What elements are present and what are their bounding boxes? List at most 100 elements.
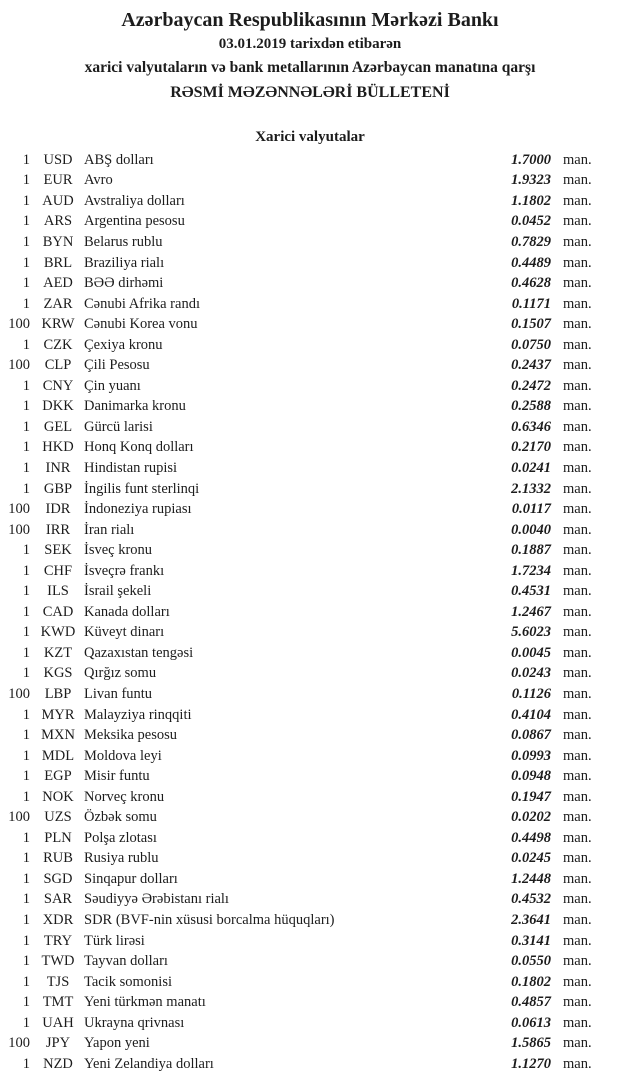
currency-name: Gürcü larisi [84,418,153,435]
unit-label: man. [563,829,592,846]
currency-row-xdr: 1 XDR SDR (BVF-nin xüsusi borcalma hüquqla… [0,910,620,931]
currency-name: Belarus rublu [84,233,163,250]
unit-label: man. [563,809,592,826]
currency-quantity: 1 [22,295,30,312]
currency-code: KWD [40,624,76,641]
currency-rate: 1.2467 [511,603,551,620]
currency-name: Özbək somu [84,809,157,826]
unit-label: man. [563,665,592,682]
bulletin-header: Azərbaycan Respublikasının Mərkəzi Bankı… [0,0,620,105]
currency-name: Rusiya rublu [84,850,159,867]
currency-rate: 0.3141 [511,932,551,949]
currency-code: NOK [42,788,74,805]
currency-row-clp: 100 CLP Çili Pesosu 0.2437 man. [0,355,620,376]
currency-rate: 0.2588 [511,398,551,415]
currency-name: İsveçrə frankı [84,562,165,579]
unit-label: man. [563,1035,592,1052]
currency-quantity: 1 [22,747,30,764]
currency-code: SAR [43,891,73,908]
currency-code: DKK [42,398,74,415]
currency-quantity: 1 [22,829,30,846]
currency-quantity: 100 [8,809,30,826]
currency-row-zar: 1 ZAR Cənubi Afrika randı 0.1171 man. [0,294,620,315]
currency-code: LBP [44,685,72,702]
currency-name: Yeni türkmən manatı [84,994,206,1011]
unit-label: man. [563,994,592,1011]
currency-name: Küveyt dinarı [84,624,165,641]
currency-quantity: 1 [22,233,30,250]
currency-row-cad: 1 CAD Kanada dolları 1.2467 man. [0,602,620,623]
currency-row-nzd: 1 NZD Yeni Zelandiya dolları 1.1270 man. [0,1054,620,1073]
currency-rate: 1.7234 [511,562,551,579]
currency-code: GBP [43,480,73,497]
currency-quantity: 1 [22,665,30,682]
currency-rate: 0.0117 [511,501,551,518]
currency-quantity: 1 [22,603,30,620]
currency-rate: 1.2448 [511,870,551,887]
currency-quantity: 1 [22,912,30,928]
currency-rate: 0.4532 [511,891,551,908]
currency-row-sgd: 1 SGD Sinqapur dolları 1.2448 man. [0,869,620,890]
currency-quantity: 1 [22,480,30,497]
unit-label: man. [563,685,592,702]
currency-quantity: 1 [22,788,30,805]
currency-rate: 0.0040 [511,521,551,538]
currency-quantity: 1 [22,727,30,744]
currency-row-czk: 1 CZK Çexiya kronu 0.0750 man. [0,335,620,356]
currency-name: Honq Konq dolları [84,439,194,456]
currency-code: CHF [43,562,73,579]
currency-rate: 0.0750 [511,336,551,353]
currency-row-ils: 1 ILS İsrail şekeli 0.4531 man. [0,581,620,602]
currency-code: USD [43,151,73,168]
unit-label: man. [563,501,592,518]
currency-code: MXN [41,727,75,744]
currency-rate: 1.7000 [511,151,551,168]
currency-quantity: 1 [22,254,30,271]
currency-row-sar: 1 SAR Səudiyyə Ərəbistanı rialı 0.4532 man. [0,890,620,911]
currency-name: Argentina pesosu [84,213,185,230]
currency-row-egp: 1 EGP Misir funtu 0.0948 man. [0,766,620,787]
currency-row-twd: 1 TWD Tayvan dolları 0.0550 man. [0,951,620,972]
currency-rate: 0.1126 [511,685,551,702]
currency-quantity: 1 [22,583,30,600]
unit-label: man. [563,891,592,908]
currency-code: TRY [43,932,73,949]
currency-name: Tayvan dolları [84,953,168,970]
unit-label: man. [563,706,592,723]
currency-code: XDR [42,912,74,928]
currency-quantity: 100 [8,501,30,518]
currency-row-jpy: 100 JPY Yapon yeni 1.5865 man. [0,1034,620,1055]
currency-name: Qırğız somu [84,665,157,682]
currency-name: Malayziya rinqqiti [84,706,192,723]
currency-code: UZS [44,809,72,826]
currency-code: KRW [41,316,75,333]
currency-code: CLP [44,357,72,374]
unit-label: man. [563,973,592,990]
currency-name: Çexiya kronu [84,336,163,353]
currency-quantity: 1 [22,973,30,990]
bank-title: Azərbaycan Respublikasının Mərkəzi Bankı [121,9,499,31]
unit-label: man. [563,603,592,620]
currency-row-ars: 1 ARS Argentina pesosu 0.0452 man. [0,212,620,233]
currency-name: SDR (BVF-nin xüsusi borcalma hüquqları) [84,912,335,928]
currency-rate: 0.0452 [511,213,551,230]
currency-rate: 0.2170 [511,439,551,456]
currency-rate: 2.1332 [511,480,551,497]
currency-code: SEK [44,542,72,559]
unit-label: man. [563,768,592,785]
currency-name: Misir funtu [84,768,150,785]
currency-row-byn: 1 BYN Belarus rublu 0.7829 man. [0,232,620,253]
currency-row-pln: 1 PLN Polşa zlotası 0.4498 man. [0,828,620,849]
currency-row-irr: 100 IRR İran rialı 0.0040 man. [0,520,620,541]
unit-label: man. [563,644,592,661]
currency-code: MDL [41,747,75,764]
currency-row-hkd: 1 HKD Honq Konq dolları 0.2170 man. [0,438,620,459]
currency-quantity: 100 [8,316,30,333]
currency-row-chf: 1 CHF İsveçrə frankı 1.7234 man. [0,561,620,582]
currency-code: ZAR [43,295,73,312]
currency-code: IRR [45,521,71,538]
currency-name: Hindistan rupisi [84,459,178,476]
unit-label: man. [563,377,592,394]
currency-name: Avstraliya dolları [84,192,185,209]
